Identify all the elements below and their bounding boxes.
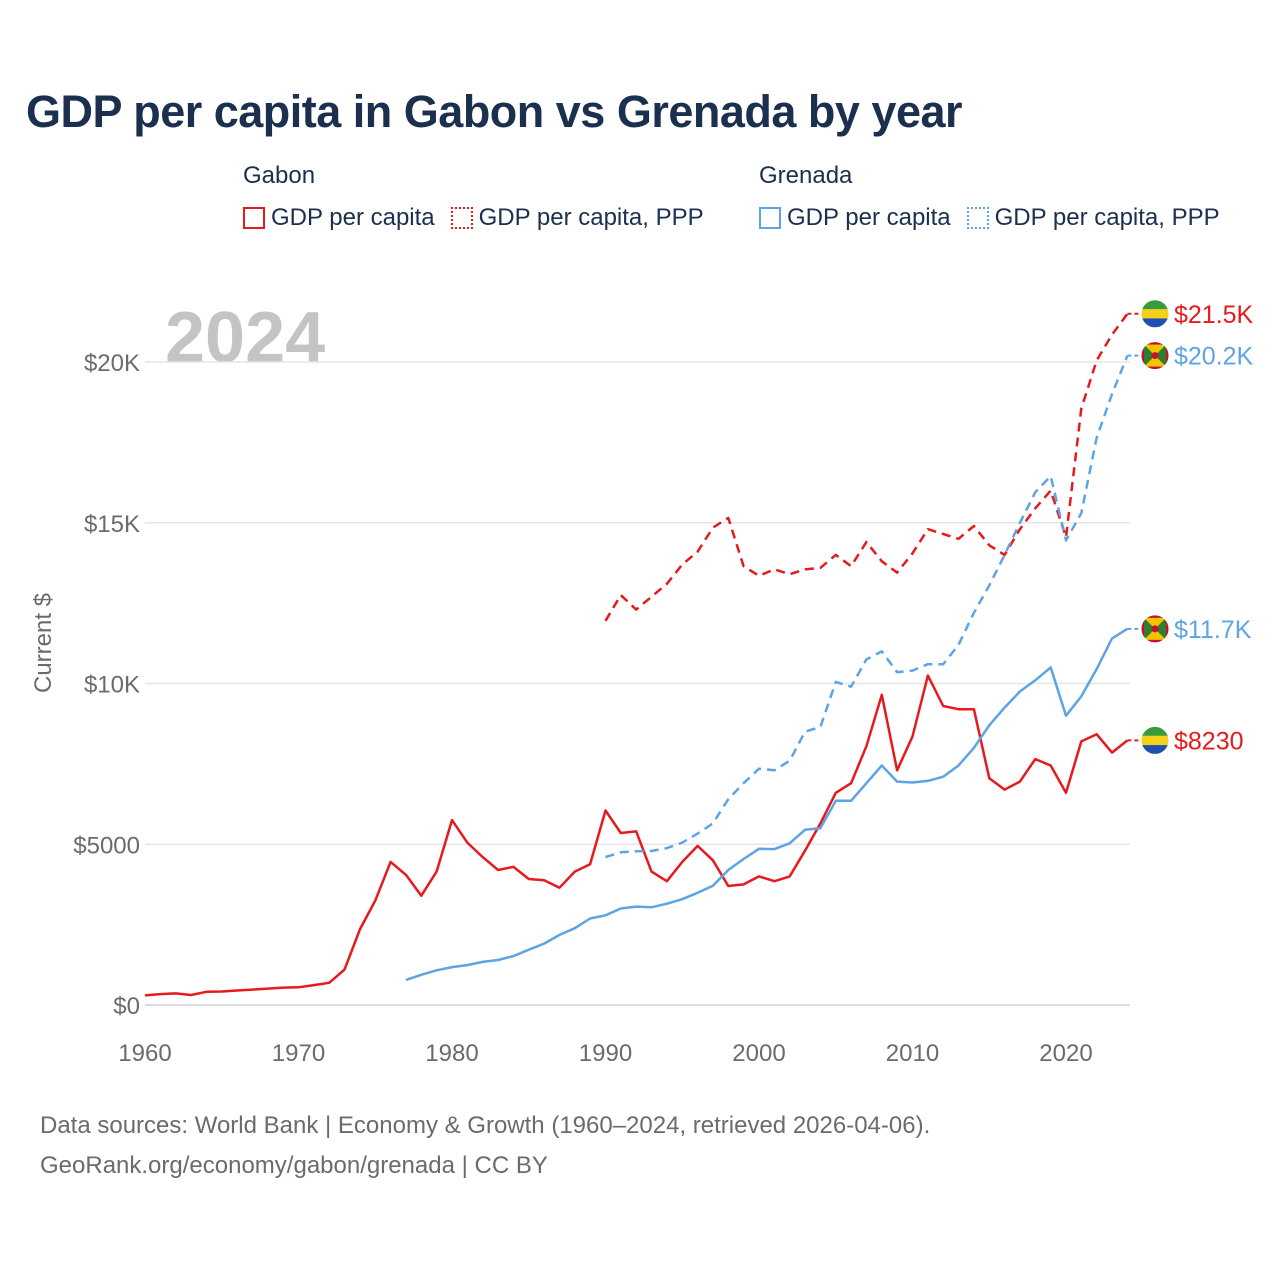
x-tick-label: 1960 [118, 1040, 171, 1067]
y-axis-ticks: $0 $5000 $10K $15K $20K [73, 350, 140, 1020]
gabon-flag-icon [1140, 725, 1170, 755]
x-tick-label: 1970 [272, 1040, 325, 1067]
legend-group-grenada: Grenada GDP per capita GDP per capita, P… [759, 162, 1220, 232]
y-axis-label: Current $ [30, 593, 57, 693]
legend-item-gabon-gdp-ppp[interactable]: GDP per capita, PPP [450, 204, 704, 232]
legend-item-grenada-gdp[interactable]: GDP per capita [759, 204, 951, 232]
end-markers: $8230 $21.5K $11.7K $20.2K [1127, 299, 1254, 755]
flag-stripe-green [1141, 726, 1169, 737]
legend-label: GDP per capita [271, 204, 435, 231]
footer-sources: Data sources: World Bank | Economy & Gro… [40, 1112, 931, 1139]
x-tick-label: 2020 [1039, 1040, 1092, 1067]
flag-triangle-right [1155, 344, 1166, 367]
grenada-flag-icon [1140, 341, 1170, 371]
flag-body [1141, 299, 1169, 328]
legend-swatch-dotted-icon [966, 207, 989, 229]
legend-country-grenada: Grenada [759, 162, 853, 189]
legend-label: GDP per capita, PPP [994, 204, 1220, 231]
legend-label: GDP per capita, PPP [478, 204, 704, 231]
series-lines [144, 313, 1129, 997]
gabon-flag-icon [1140, 299, 1170, 329]
grid [145, 361, 1130, 1006]
end-value-label: $20.2K [1174, 343, 1254, 371]
flag-center-disc [1151, 352, 1159, 360]
series-line-3 [605, 355, 1129, 859]
chart-title: GDP per capita in Gabon vs Grenada by ye… [26, 86, 963, 137]
end-value-label: $21.5K [1174, 301, 1254, 329]
footer-credit[interactable]: GeoRank.org/economy/gabon/grenada | CC B… [40, 1152, 548, 1179]
flag-ring [1140, 614, 1170, 644]
x-tick-label: 1990 [579, 1040, 632, 1067]
legend-swatch-solid-icon [759, 207, 781, 229]
year-watermark: 2024 [165, 298, 325, 378]
flag-ring [1140, 341, 1170, 371]
flag-stripe-yellow [1141, 735, 1169, 746]
flag-stripe-yellow [1141, 309, 1169, 319]
series-line-2 [405, 627, 1129, 982]
legend-swatch-solid-icon [243, 207, 265, 229]
x-axis-ticks: 1960 1970 1980 1990 2000 2010 2020 [118, 1040, 1092, 1067]
y-tick-label: $10K [84, 672, 140, 699]
legend-label: GDP per capita [787, 204, 951, 231]
x-tick-label: 2010 [886, 1040, 939, 1067]
grenada-flag-icon [1140, 614, 1170, 644]
legend-group-gabon: Gabon GDP per capita GDP per capita, PPP [243, 162, 704, 232]
flag-ring [1140, 725, 1170, 755]
y-tick-label: $15K [84, 511, 140, 538]
series-line-0 [144, 674, 1129, 997]
legend-swatch-dotted-icon [450, 207, 473, 229]
flag-body [1141, 614, 1169, 643]
x-tick-label: 2000 [732, 1040, 785, 1067]
flag-triangle-left [1144, 344, 1155, 367]
flag-ring [1140, 299, 1170, 329]
end-value-label: $8230 [1174, 727, 1244, 755]
series-line-1 [604, 313, 1129, 622]
y-tick-label: $5000 [73, 832, 140, 859]
footer: Data sources: World Bank | Economy & Gro… [40, 1106, 930, 1186]
legend-item-grenada-gdp-ppp[interactable]: GDP per capita, PPP [966, 204, 1220, 232]
legend-country-gabon: Gabon [243, 162, 316, 189]
flag-body [1141, 341, 1169, 370]
flag-stripe-green [1141, 299, 1169, 310]
flag-stripe-blue [1141, 745, 1169, 755]
legend-item-gabon-gdp[interactable]: GDP per capita [243, 204, 435, 232]
end-value-label: $11.7K [1174, 616, 1252, 644]
flag-center-disc [1151, 625, 1159, 633]
flag-triangle-right [1155, 617, 1166, 640]
x-tick-label: 1980 [425, 1040, 478, 1067]
y-tick-label: $20K [84, 350, 140, 377]
flag-stripe-blue [1141, 318, 1169, 328]
y-tick-label: $0 [113, 993, 140, 1020]
flag-triangle-left [1144, 617, 1155, 640]
flag-body [1141, 726, 1169, 755]
